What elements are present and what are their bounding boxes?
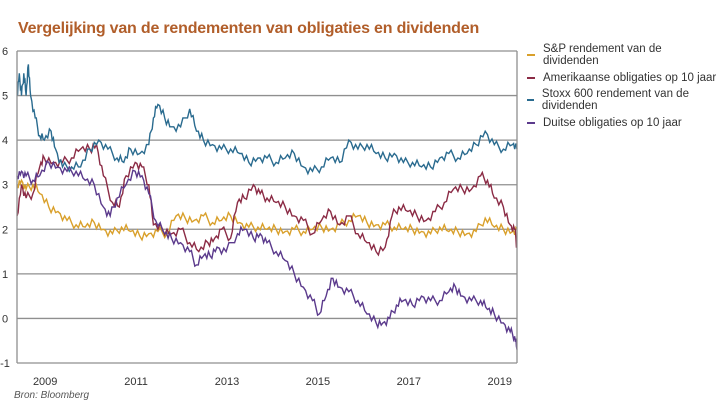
y-tick-label: 3 xyxy=(2,180,8,192)
y-tick-label: 5 xyxy=(2,91,8,103)
y-tick-label: -1 xyxy=(0,358,10,370)
x-tick-label: 2013 xyxy=(215,376,239,388)
y-tick-label: 6 xyxy=(2,46,8,58)
series-line-1 xyxy=(16,178,518,242)
y-tick-label: 1 xyxy=(2,269,8,281)
series-line-3 xyxy=(16,64,518,176)
x-tick-label: 2017 xyxy=(397,376,421,388)
series-line-2 xyxy=(16,142,518,257)
chart-title: Vergelijking van de rendementen van obli… xyxy=(18,20,480,37)
legend: S&P rendement van de dividenden Amerikaan… xyxy=(527,43,720,135)
y-tick-label: 2 xyxy=(2,224,8,236)
y-tick-label: 4 xyxy=(2,135,8,147)
legend-label: S&P rendement van de dividenden xyxy=(542,43,662,68)
x-tick-label: 2009 xyxy=(33,376,57,388)
gridlines xyxy=(17,50,517,364)
x-tick-label: 2015 xyxy=(306,376,330,388)
legend-swatch xyxy=(527,99,534,102)
legend-item: Stoxx 600 rendement van de dividenden xyxy=(527,88,720,113)
plot-frame xyxy=(16,51,518,363)
legend-label: Duitse obligaties op 10 jaar xyxy=(543,116,682,129)
legend-label: Stoxx 600 rendement van de dividenden xyxy=(541,88,689,113)
series-lines xyxy=(16,64,518,350)
legend-swatch xyxy=(527,121,535,124)
legend-label: Amerikaanse obligaties op 10 jaar xyxy=(543,71,717,84)
series-line-4 xyxy=(16,160,518,350)
x-axis-ticks: 2009 2011 2013 2015 2017 2019 xyxy=(33,376,512,388)
legend-item: S&P rendement van de dividenden xyxy=(527,43,720,68)
legend-item: Duitse obligaties op 10 jaar xyxy=(527,112,720,135)
legend-swatch xyxy=(527,76,535,79)
x-tick-label: 2019 xyxy=(487,376,511,388)
source-note: Bron: Bloomberg xyxy=(14,390,90,401)
x-tick-label: 2011 xyxy=(124,376,148,388)
y-tick-label: 0 xyxy=(2,313,8,325)
legend-swatch xyxy=(527,54,535,57)
y-axis-ticks: -1 0 1 2 3 4 5 6 xyxy=(0,46,10,370)
legend-item: Amerikaanse obligaties op 10 jaar xyxy=(527,67,720,90)
